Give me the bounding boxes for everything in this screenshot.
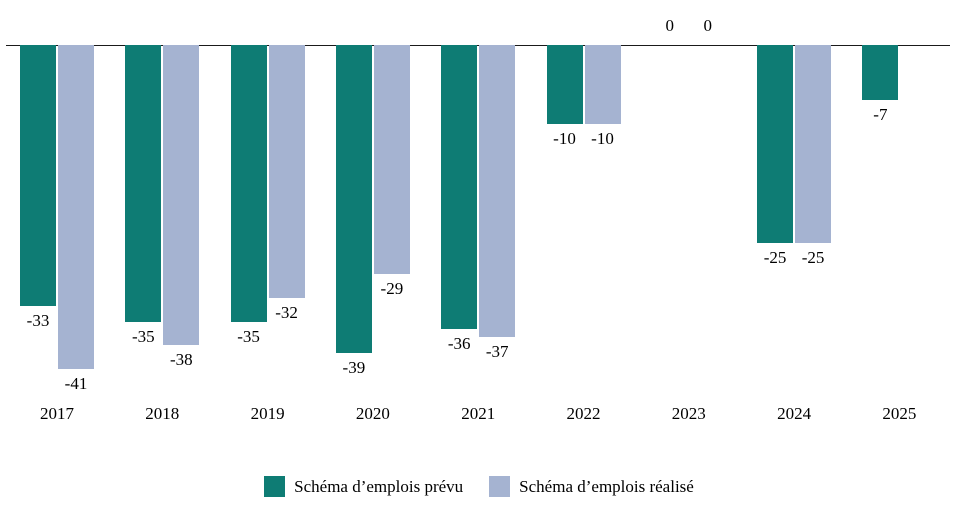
value-label-prevu-2019: -35 [237,326,260,346]
value-label-prevu-2025: -7 [873,105,888,125]
bar-prevu-2022 [546,45,583,125]
value-label-realise-2021: -37 [485,342,509,362]
value-label-realise-2022: -10 [591,129,614,149]
bar-realise-2022 [584,45,621,125]
legend-label-prevu: Schéma d’emplois prévu [294,476,464,496]
legend: Schéma d’emplois prévu Schéma d’emplois … [0,476,958,497]
value-label-prevu-2020: -39 [342,358,366,378]
bar-prevu-2017 [20,45,56,306]
x-axis-label-2019: 2019 [250,404,285,423]
x-axis-label-2025: 2025 [882,404,917,423]
bar-prevu-2018 [125,45,162,322]
value-label-realise-2024: -25 [801,247,825,267]
bar-prevu-2019 [230,45,267,322]
bar-realise-2017 [58,45,94,369]
legend-swatch-realise [489,476,511,497]
bar-realise-2018 [163,45,200,346]
value-label-realise-2017: -41 [64,374,88,393]
bar-prevu-2025 [862,45,899,101]
bar-realise-2021 [479,45,516,338]
legend-label-realise: Schéma d’emplois réalisé [519,476,694,496]
value-label-prevu-2021: -36 [447,334,471,354]
zero-axis-line [6,45,950,46]
x-axis-label-2021: 2021 [461,404,496,423]
bar-realise-2024 [795,45,832,243]
x-axis-label-2017: 2017 [40,404,74,423]
bar-realise-2020 [373,45,410,275]
value-label-prevu-2024: -25 [763,247,787,267]
bar-prevu-2021 [441,45,478,330]
value-label-realise-2020: -29 [380,279,404,299]
value-label-prevu-2023: 0 [665,16,675,35]
value-label-realise-2018: -38 [169,350,193,370]
value-label-prevu-2017: -33 [26,310,50,330]
value-label-realise-2019: -32 [275,302,298,322]
x-axis-label-2020: 2020 [355,404,390,423]
value-label-prevu-2018: -35 [131,326,155,346]
x-axis-label-2024: 2024 [777,404,812,423]
bar-realise-2019 [268,45,305,298]
value-label-realise-2023: 0 [703,16,713,35]
bar-prevu-2020 [335,45,372,354]
x-axis-label-2022: 2022 [566,404,601,423]
x-axis-label-2023: 2023 [671,404,706,423]
bar-prevu-2024 [757,45,794,243]
x-axis-label-2018: 2018 [145,404,180,423]
value-label-prevu-2022: -10 [553,129,576,149]
legend-swatch-prevu [264,476,286,497]
